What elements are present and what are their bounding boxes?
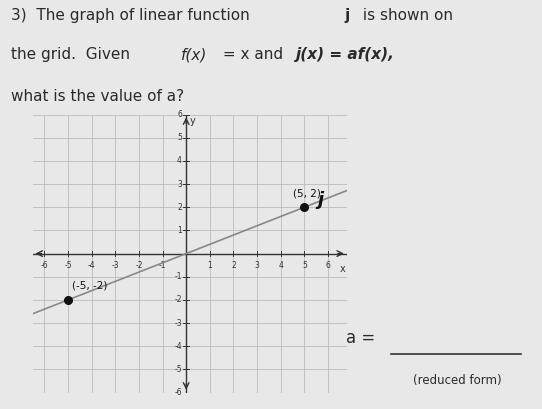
Text: 5: 5 <box>177 133 182 142</box>
Text: -3: -3 <box>112 261 119 270</box>
Text: y: y <box>190 116 196 126</box>
Text: (reduced form): (reduced form) <box>412 374 501 387</box>
Text: 2: 2 <box>177 203 182 212</box>
Text: -1: -1 <box>159 261 166 270</box>
Text: -5: -5 <box>175 365 182 374</box>
Text: the grid.  Given: the grid. Given <box>11 47 135 63</box>
Text: -2: -2 <box>175 295 182 304</box>
Text: -5: -5 <box>64 261 72 270</box>
Text: 3: 3 <box>255 261 260 270</box>
Text: 3)  The graph of linear function: 3) The graph of linear function <box>11 8 254 23</box>
Text: -2: -2 <box>135 261 143 270</box>
Text: a =: a = <box>346 329 380 347</box>
Text: -1: -1 <box>175 272 182 281</box>
Text: 3: 3 <box>177 180 182 189</box>
Text: 6: 6 <box>326 261 331 270</box>
Text: x: x <box>340 264 346 274</box>
Text: 4: 4 <box>278 261 283 270</box>
Text: (5, 2): (5, 2) <box>293 189 320 199</box>
Text: 2: 2 <box>231 261 236 270</box>
Text: 1: 1 <box>177 226 182 235</box>
Text: 5: 5 <box>302 261 307 270</box>
Text: f(x): f(x) <box>181 47 208 63</box>
Text: -4: -4 <box>175 342 182 351</box>
Text: 6: 6 <box>177 110 182 119</box>
Text: -6: -6 <box>175 388 182 397</box>
Text: (-5, -2): (-5, -2) <box>72 280 107 290</box>
Text: is shown on: is shown on <box>358 8 454 23</box>
Text: what is the value of a?: what is the value of a? <box>11 89 184 103</box>
Text: j: j <box>345 8 350 23</box>
Text: -4: -4 <box>88 261 95 270</box>
Text: 4: 4 <box>177 156 182 165</box>
Text: -3: -3 <box>175 319 182 328</box>
Text: 1: 1 <box>208 261 212 270</box>
Text: j(x) = af(x),: j(x) = af(x), <box>296 47 395 63</box>
Text: -6: -6 <box>41 261 48 270</box>
Text: j: j <box>317 191 324 209</box>
Text: = x and: = x and <box>218 47 288 63</box>
